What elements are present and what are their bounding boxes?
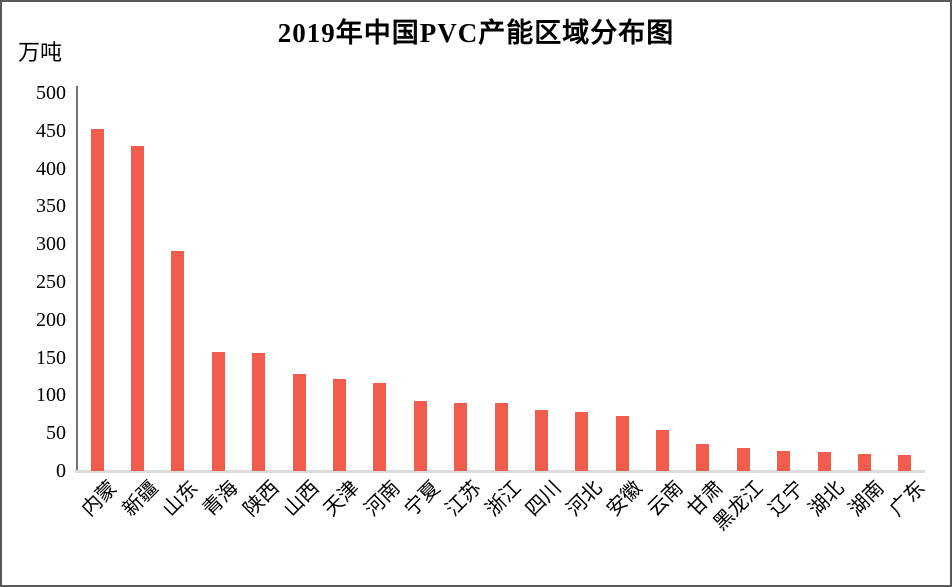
y-axis-tick-label: 150	[36, 347, 66, 369]
bar-辽宁	[777, 451, 790, 471]
bar-陕西	[252, 353, 265, 471]
y-axis-tick-label: 250	[36, 271, 66, 293]
bar-黑龙江	[737, 448, 750, 471]
bar-四川	[535, 410, 548, 471]
chart-title: 2019年中国PVC产能区域分布图	[277, 18, 675, 48]
bar-河北	[575, 412, 588, 471]
bar-天津	[333, 379, 346, 471]
y-axis-tick-label: 0	[56, 460, 66, 482]
bar-湖北	[818, 452, 831, 471]
y-axis-tick-label: 100	[36, 384, 66, 406]
x-axis-line	[75, 470, 925, 473]
bar-宁夏	[414, 401, 427, 471]
bar-湖南	[858, 454, 871, 471]
bar-甘肃	[696, 444, 709, 471]
bar-青海	[212, 352, 225, 471]
bar-山西	[293, 374, 306, 471]
y-axis-tick-label: 500	[36, 82, 66, 104]
y-axis-tick-label: 300	[36, 233, 66, 255]
bar-浙江	[495, 403, 508, 471]
bar-内蒙	[91, 129, 104, 471]
bar-江苏	[454, 403, 467, 471]
bar-新疆	[131, 146, 144, 471]
bar-山东	[171, 251, 184, 471]
bar-安徽	[616, 416, 629, 471]
bar-广东	[898, 455, 911, 471]
y-axis-tick-label: 350	[36, 195, 66, 217]
y-axis-unit-label: 万吨	[18, 40, 63, 65]
y-axis-line	[76, 86, 78, 471]
x-axis-category-label: 广东	[885, 477, 930, 521]
y-axis-tick-label: 200	[36, 309, 66, 331]
bar-河南	[373, 383, 386, 471]
y-axis-tick-label: 50	[46, 422, 66, 444]
y-axis-tick-label: 400	[36, 158, 66, 180]
y-axis-tick-label: 450	[36, 120, 66, 142]
bar-云南	[656, 430, 669, 471]
